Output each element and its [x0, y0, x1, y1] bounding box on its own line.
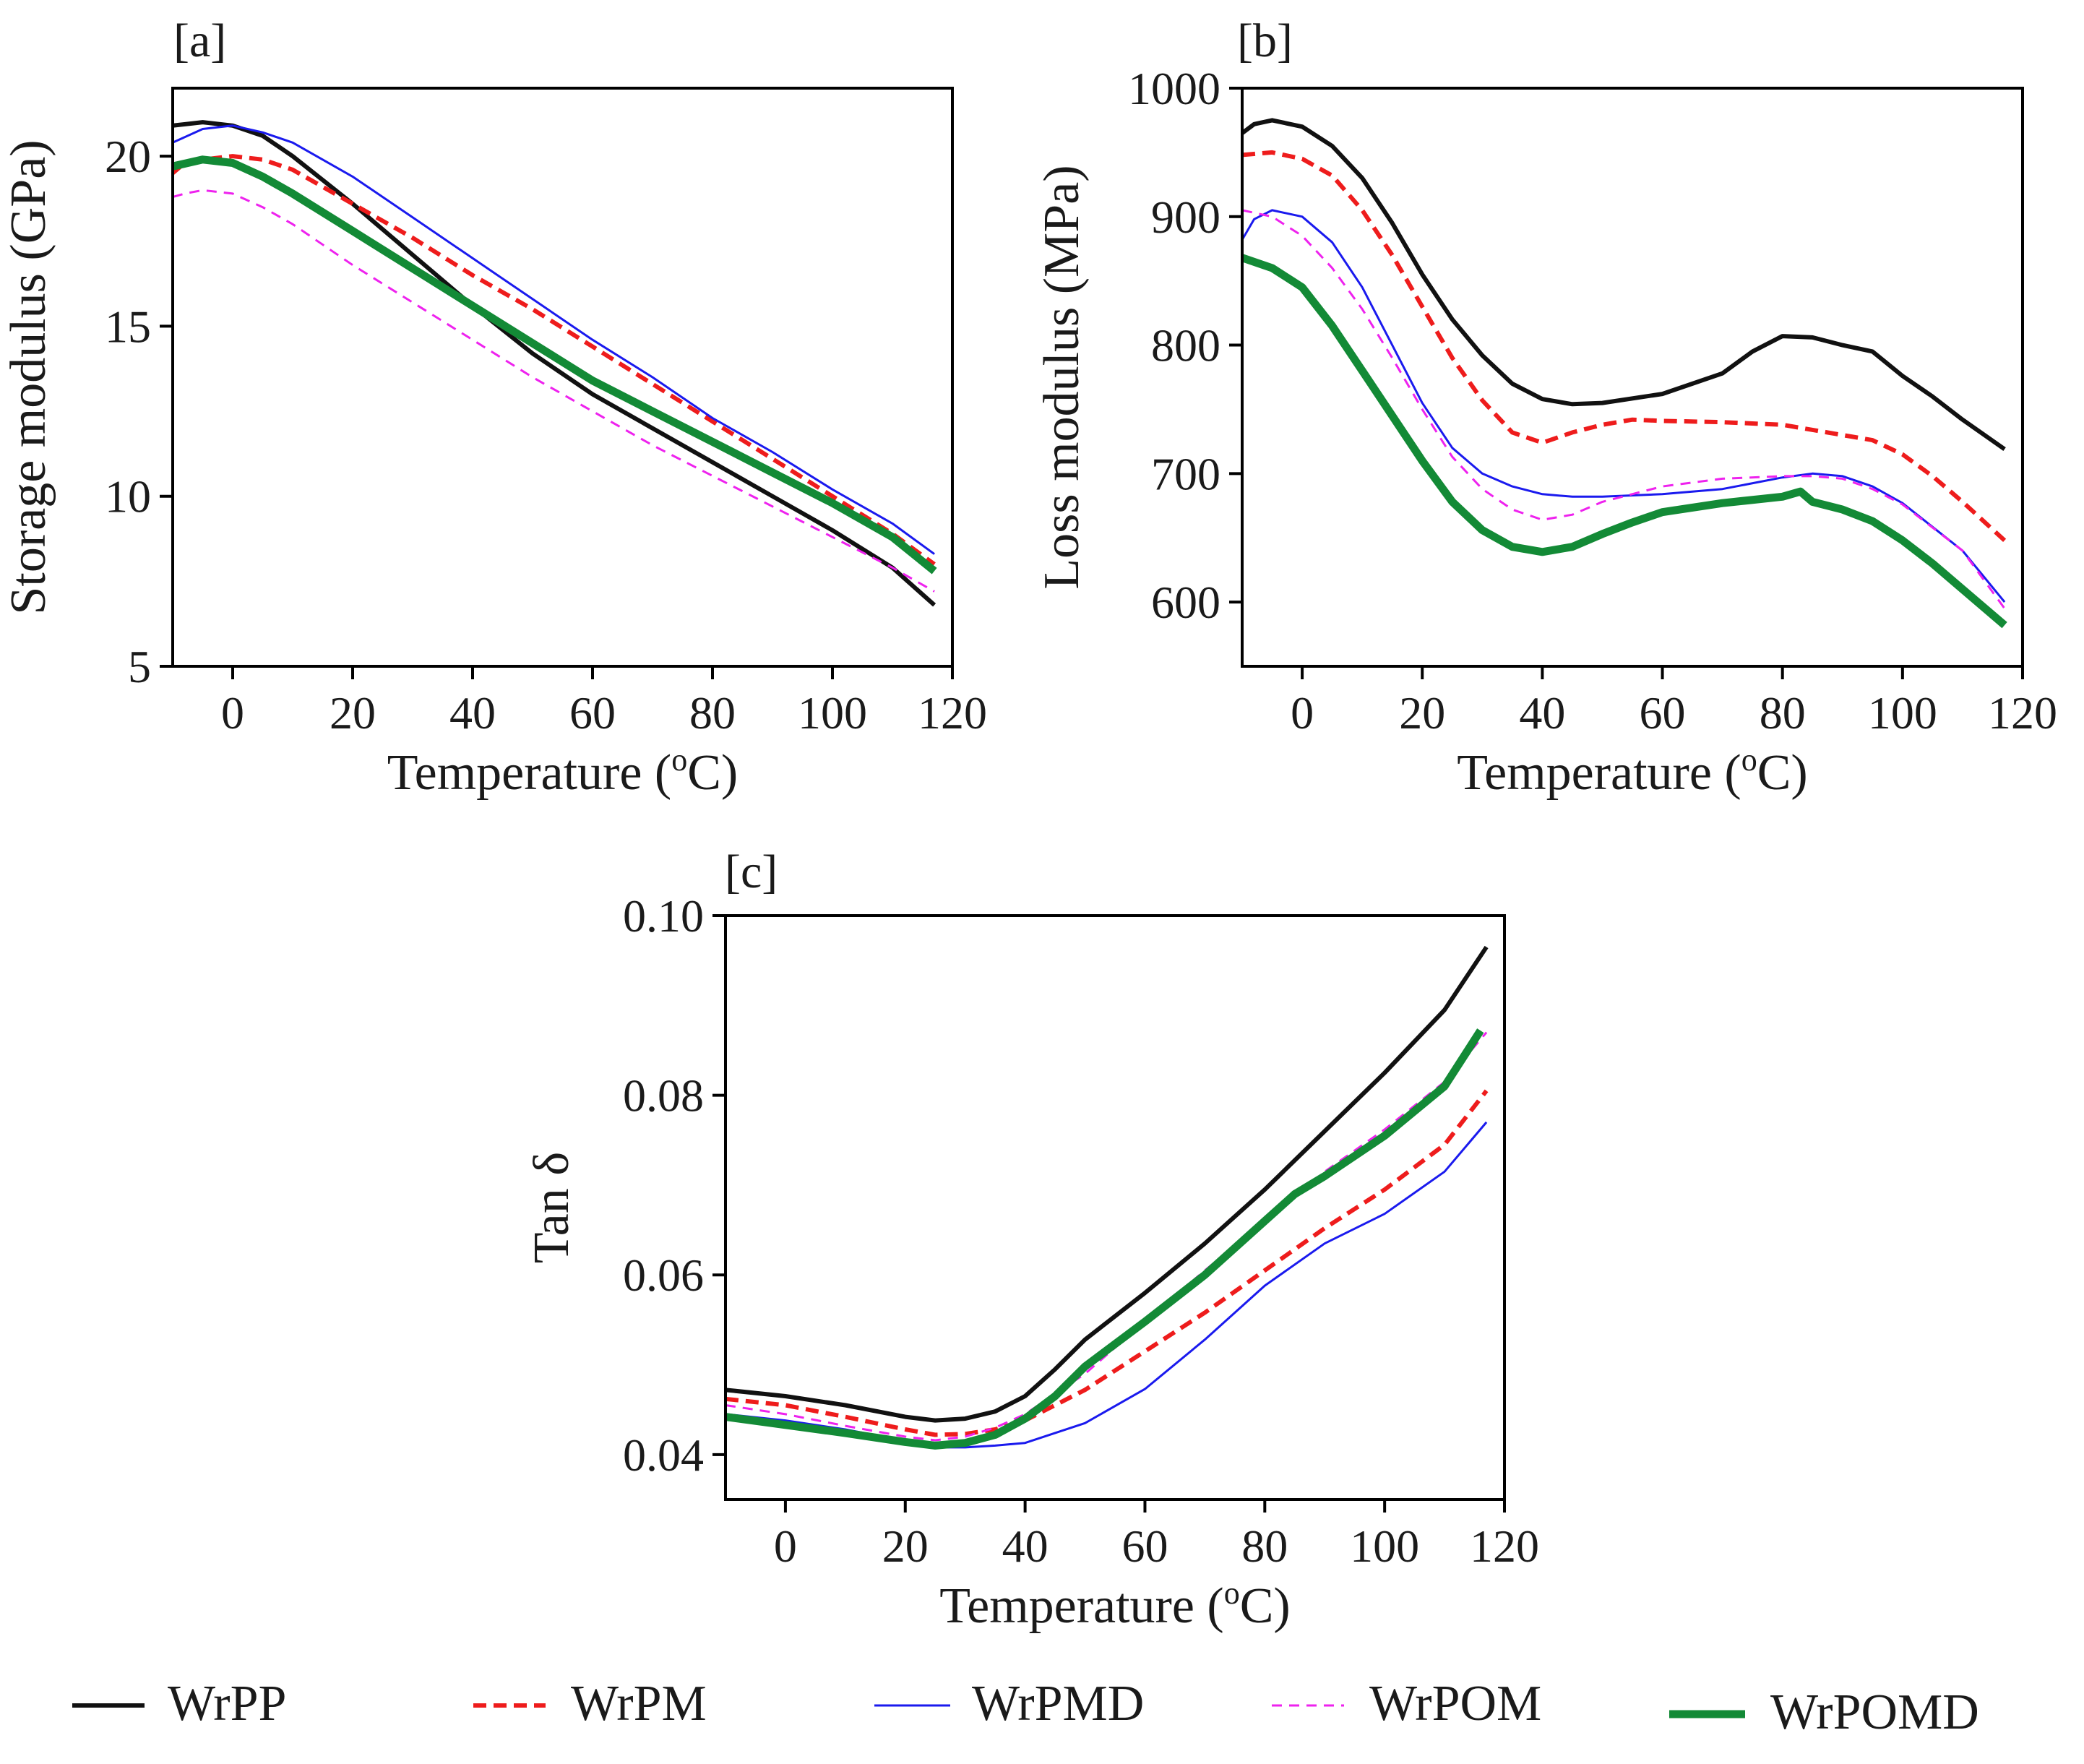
y-tick-label: 600	[1151, 577, 1220, 628]
y-axis-label: Loss modulus (MPa)	[1034, 165, 1090, 589]
legend-label: WrPOM	[1369, 1676, 1541, 1731]
legend-item-wrpp: WrPP	[72, 1676, 286, 1731]
y-tick-label: 0.04	[623, 1429, 704, 1481]
y-tick-label: 15	[105, 301, 151, 352]
series-line-wrpp	[1242, 118, 2006, 452]
x-tick-label: 100	[1868, 687, 1937, 739]
x-axis-label: Temperature (oC)	[387, 742, 738, 801]
y-tick-label: 900	[1151, 192, 1220, 243]
x-tick-label: 40	[1002, 1520, 1049, 1572]
x-tick-label: 120	[1988, 687, 2057, 739]
x-tick-label: 120	[1470, 1520, 1539, 1572]
x-axis-label-sup: o	[1224, 1575, 1240, 1611]
x-axis-label-sup: o	[1741, 742, 1757, 778]
y-axis-label: Tan δ	[524, 1152, 580, 1263]
legend-item-wrpm: WrPM	[473, 1676, 707, 1731]
series-line-wrpm	[1242, 150, 2007, 543]
x-axis-label-end: C)	[1240, 1578, 1291, 1634]
series-line-wrpomd	[725, 1028, 1484, 1450]
x-axis-label-main: Temperature (	[387, 745, 671, 801]
chart-panel-2: 0 20 40 60 80 100 120 600 700 800 900 1000 Temperatu…	[1034, 14, 2057, 801]
x-tick-label: 80	[1760, 687, 1806, 739]
x-axis-label-main: Temperature (	[939, 1578, 1223, 1634]
series-group	[725, 945, 1489, 1450]
series-line-wrpp	[173, 120, 936, 607]
y-tick-label: 700	[1151, 448, 1220, 499]
legend-label: WrPMD	[972, 1676, 1144, 1731]
x-axis-label-main: Temperature (	[1457, 745, 1741, 801]
x-tick-label: 20	[330, 687, 376, 739]
legend-item-wrpomd: WrPOMD	[1669, 1685, 1979, 1740]
legend-item-wrpmd: WrPMD	[874, 1676, 1144, 1731]
x-tick-label: 100	[1350, 1520, 1419, 1572]
x-axis-label-end: C)	[1757, 745, 1808, 801]
y-tick-label: 1000	[1128, 63, 1220, 114]
y-tick-label: 800	[1151, 320, 1220, 371]
series-line-wrpp	[725, 945, 1489, 1423]
legend-label: WrPOMD	[1770, 1685, 1979, 1740]
series-group	[1242, 118, 2007, 629]
x-tick-label: 0	[1291, 687, 1314, 739]
legend-label: WrPP	[168, 1676, 286, 1731]
y-tick-label: 20	[105, 131, 151, 182]
x-tick-label: 60	[569, 687, 616, 739]
series-line-wrpom	[725, 1031, 1488, 1442]
series-line-wrpm	[173, 154, 936, 567]
y-tick-label: 0.08	[623, 1070, 704, 1122]
series-line-wrpomd	[1242, 254, 2007, 629]
panel-tag: [c]	[725, 846, 778, 898]
x-tick-label: 0	[221, 687, 244, 739]
chart-panel-3: 0 20 40 60 80 100 120 0.04 0.06 0.08 0.10 Temperatu…	[524, 846, 1539, 1634]
series-group	[173, 120, 937, 607]
series-line-wrpmd	[1242, 209, 2006, 603]
x-axis-label: Temperature (oC)	[1457, 742, 1807, 801]
legend: WrPP WrPM WrPMD WrPOM WrPOMD	[72, 1676, 1979, 1740]
x-tick-label: 100	[798, 687, 867, 739]
y-tick-label: 10	[105, 471, 151, 522]
x-tick-label: 20	[1399, 687, 1445, 739]
plot-frame	[724, 914, 1506, 1501]
x-axis-label-end: C)	[687, 745, 738, 801]
legend-label: WrPM	[571, 1676, 707, 1731]
series-line-wrpom	[173, 189, 935, 593]
panel-tag: [b]	[1237, 14, 1293, 67]
y-tick-label: 0.10	[623, 890, 704, 942]
x-tick-label: 40	[1519, 687, 1565, 739]
x-tick-label: 80	[689, 687, 736, 739]
x-axis-label-sup: o	[671, 742, 687, 778]
plot-frame	[1241, 87, 2024, 668]
series-line-wrpom	[1242, 209, 2006, 609]
panel-tag: [a]	[173, 14, 226, 67]
x-tick-label: 120	[918, 687, 987, 739]
plot-frame	[171, 87, 954, 668]
y-tick-label: 0.06	[623, 1249, 704, 1301]
series-line-wrpmd	[173, 124, 935, 555]
series-line-wrpomd	[173, 155, 937, 575]
series-line-wrpmd	[725, 1121, 1488, 1449]
x-tick-label: 60	[1121, 1520, 1168, 1572]
x-tick-label: 20	[882, 1520, 929, 1572]
x-tick-label: 60	[1640, 687, 1686, 739]
x-tick-label: 40	[449, 687, 496, 739]
y-axis-label: Storage modulus (GPa)	[1, 139, 56, 614]
x-tick-label: 0	[774, 1520, 797, 1572]
x-axis-label: Temperature (oC)	[939, 1575, 1290, 1634]
y-tick-label: 5	[128, 641, 151, 692]
legend-item-wrpom: WrPOM	[1272, 1676, 1541, 1731]
x-tick-label: 80	[1241, 1520, 1288, 1572]
series-line-wrpm	[725, 1089, 1489, 1437]
